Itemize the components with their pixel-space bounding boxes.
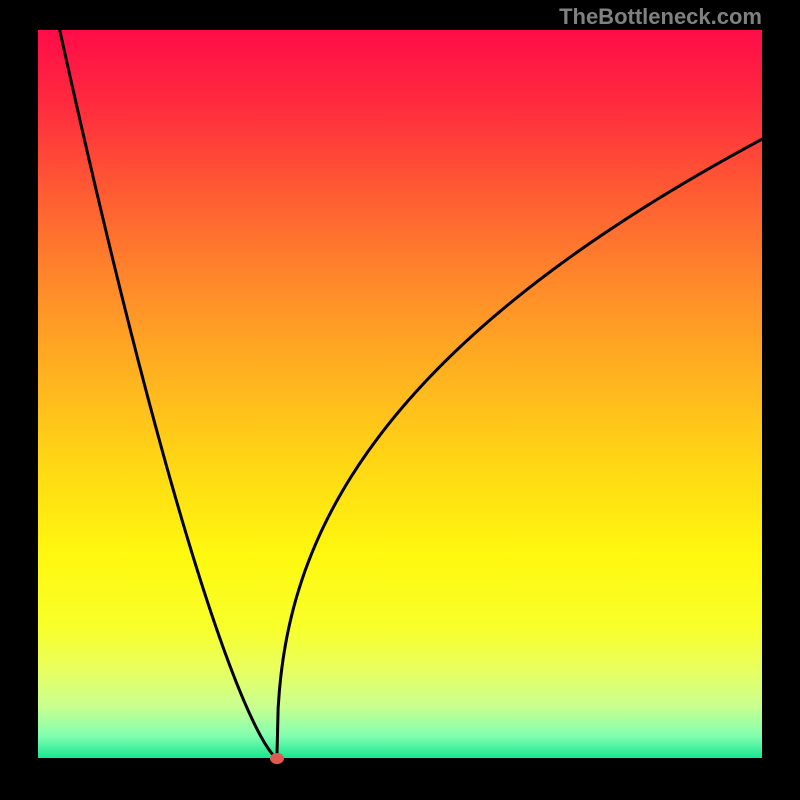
chart-container: TheBottleneck.com xyxy=(0,0,800,800)
bottleneck-curve xyxy=(60,30,762,758)
watermark-text: TheBottleneck.com xyxy=(559,4,762,30)
curve-layer xyxy=(38,30,762,758)
plot-area xyxy=(38,30,762,758)
minimum-marker xyxy=(270,753,284,764)
